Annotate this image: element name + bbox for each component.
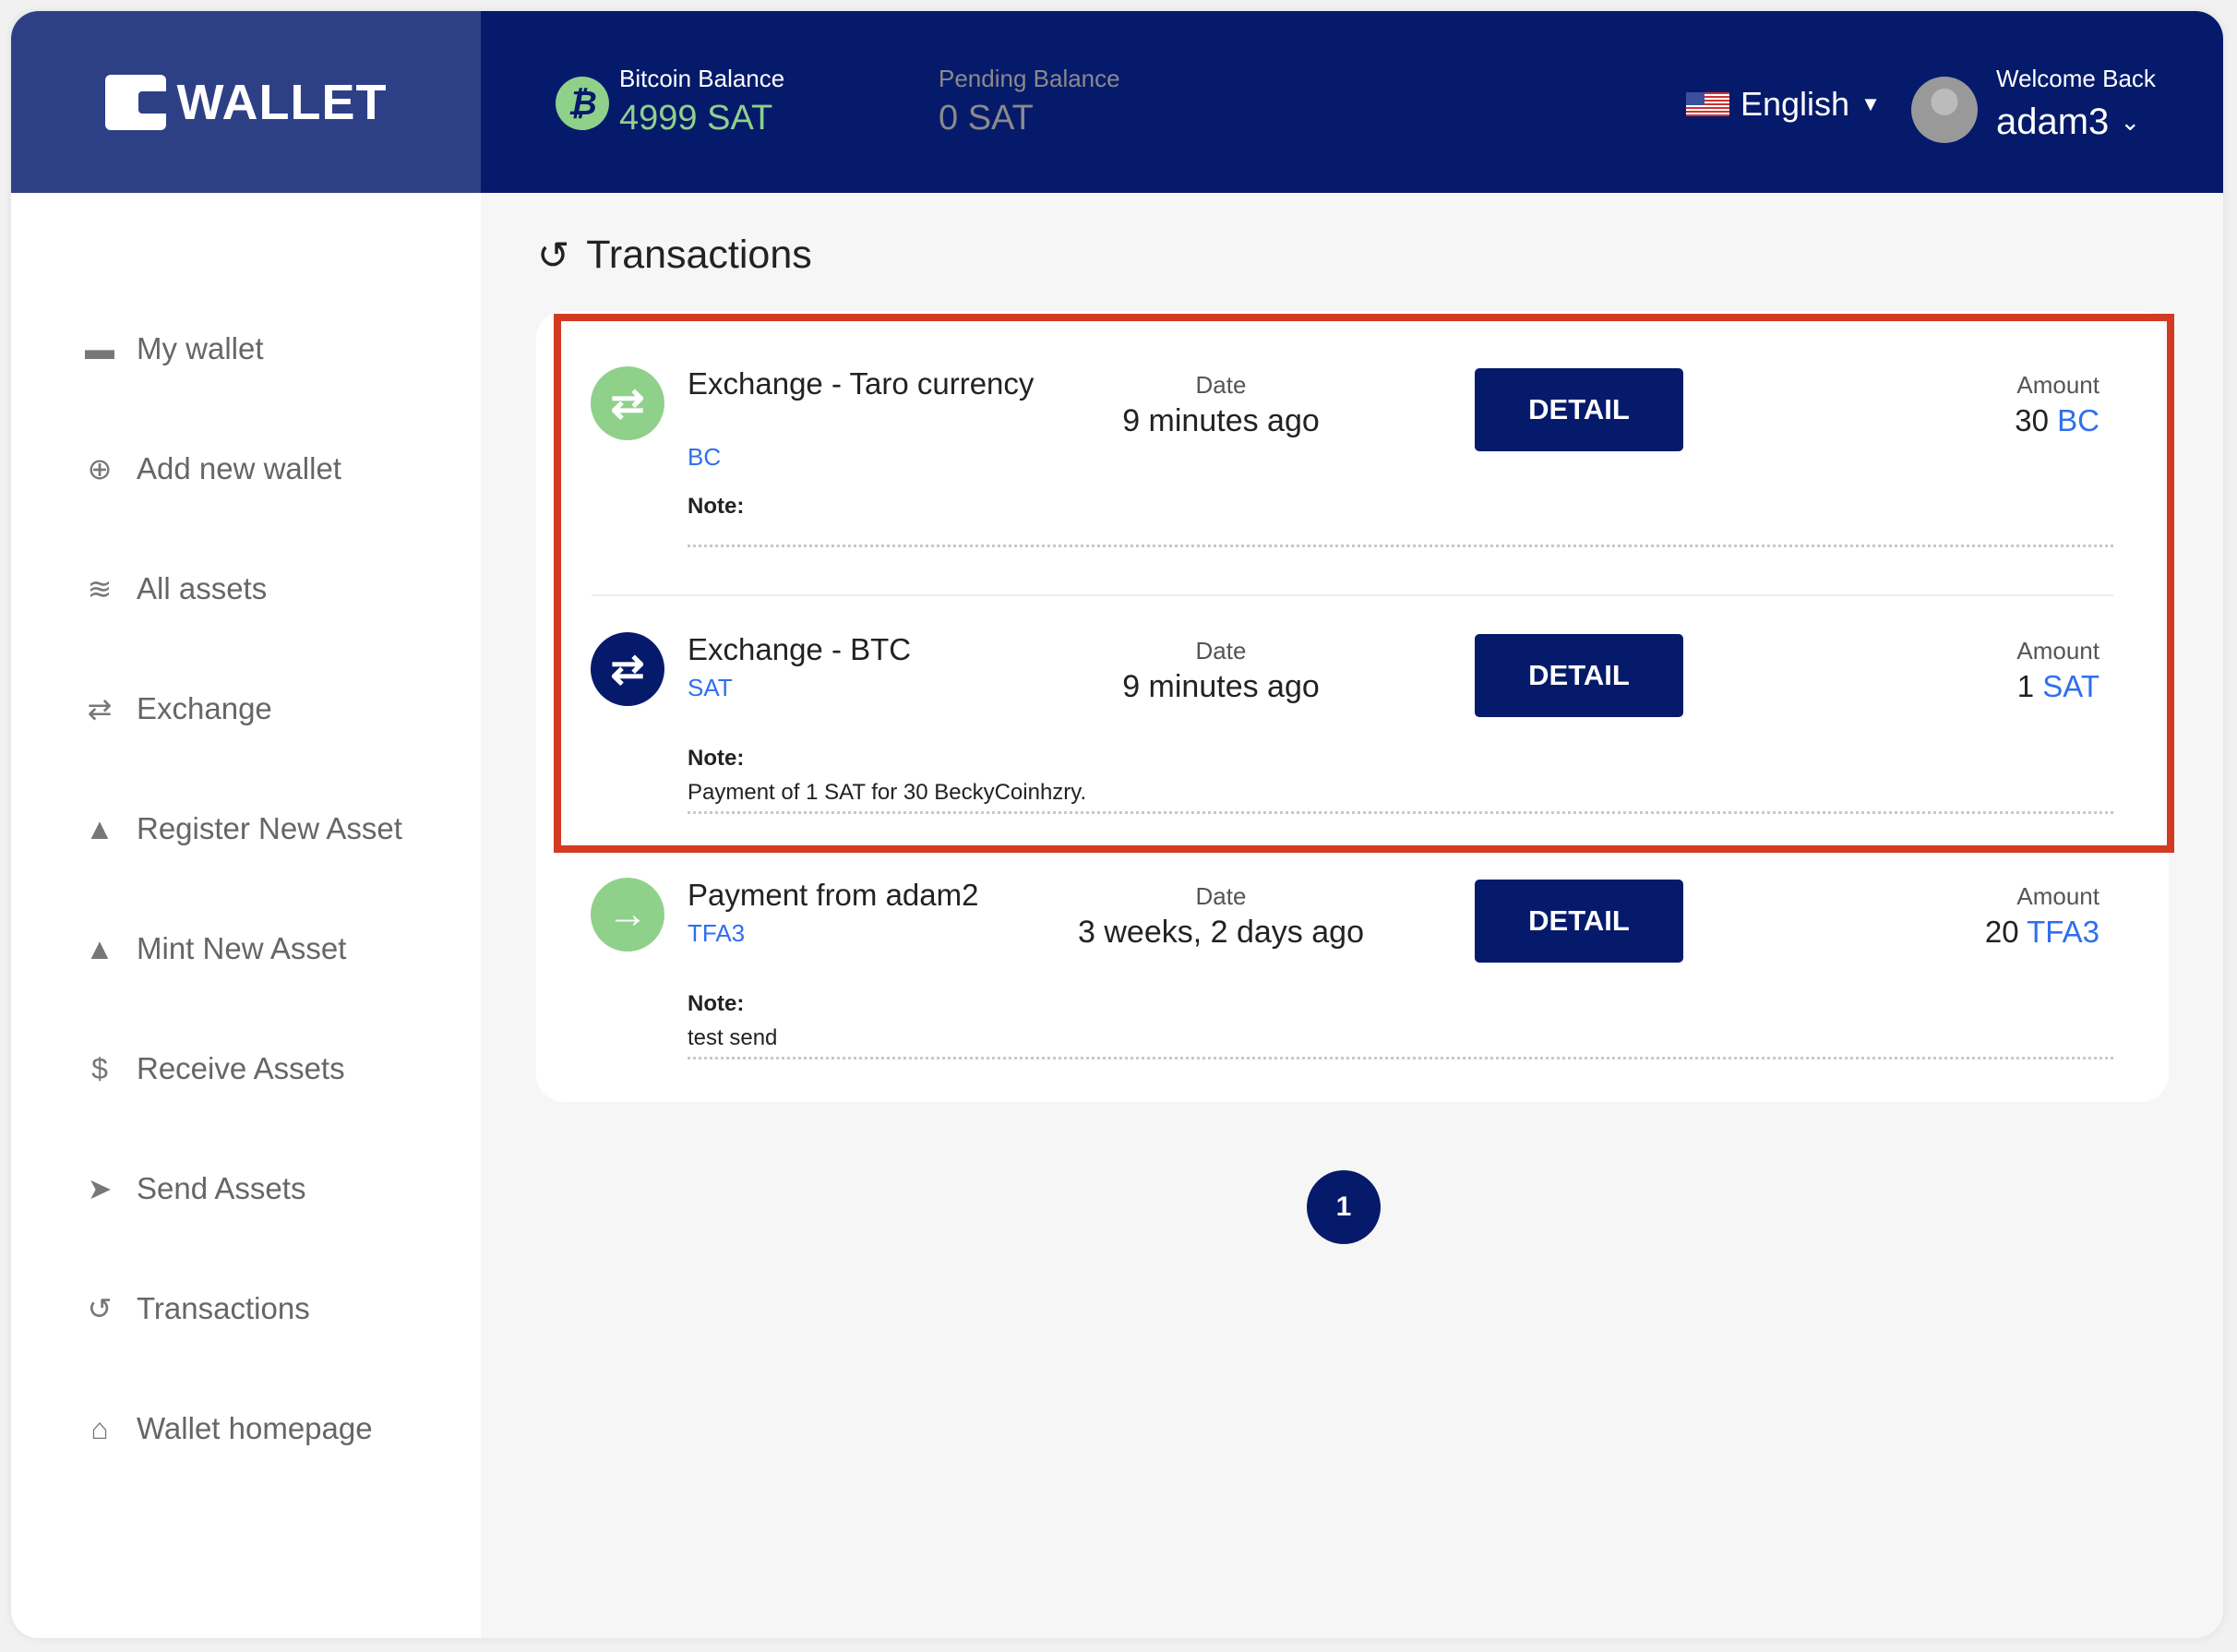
exchange-icon: ⇄ (591, 366, 664, 440)
sidebar-item-mint-new-asset[interactable]: ▲ Mint New Asset (83, 931, 346, 966)
sidebar-item-label: All assets (137, 571, 268, 605)
detail-button[interactable]: DETAIL (1475, 634, 1683, 717)
plus-circle-icon: ⊕ (87, 452, 113, 485)
chevron-down-icon: ⌄ (2120, 108, 2141, 136)
app-window: WALLET ₿ Bitcoin Balance 4999 SAT Pendin… (11, 11, 2223, 1638)
note-text: Payment of 1 SAT for 30 BeckyCoinhzry. (688, 780, 1087, 805)
language-selector[interactable]: English ▼ (1686, 85, 1881, 124)
sidebar-item-label: Mint New Asset (137, 931, 347, 965)
transaction-title: Payment from adam2 (688, 878, 979, 912)
sidebar-item-label: Register New Asset (137, 811, 402, 845)
note-label: Note: (688, 991, 745, 1016)
exchange-icon: ⇄ (87, 692, 113, 725)
bitcoin-balance-label: Bitcoin Balance (619, 65, 785, 92)
note-divider (688, 1057, 2113, 1059)
sidebar-item-label: Receive Assets (137, 1051, 345, 1085)
amount-number: 20 (1984, 915, 2019, 949)
sidebar-item-all-assets[interactable]: ≋ All assets (83, 571, 268, 606)
history-icon: ↺ (537, 233, 570, 277)
amount-label: Amount (2016, 371, 2099, 399)
amount-unit: TFA3 (2027, 915, 2099, 949)
sidebar-item-label: My wallet (137, 331, 264, 365)
amount-label: Amount (2016, 882, 2099, 910)
pending-balance-label: Pending Balance (939, 65, 1120, 92)
invoice-dollar-icon: $ (91, 1051, 108, 1085)
file-upload-icon: ▲ (85, 931, 114, 965)
transaction-asset[interactable]: SAT (688, 674, 733, 701)
user-menu[interactable]: adam3 ⌄ (1996, 102, 2140, 143)
highlight-box (554, 314, 2174, 853)
amount-unit: BC (2057, 403, 2099, 437)
sidebar-item-receive-assets[interactable]: $ Receive Assets (83, 1051, 345, 1086)
transaction-title: Exchange - Taro currency (688, 366, 1035, 401)
date-label: Date (1195, 371, 1247, 399)
transaction-title: Exchange - BTC (688, 632, 912, 666)
arrow-right-icon: → (591, 878, 664, 952)
transaction-asset[interactable]: TFA3 (688, 919, 746, 947)
transactions-card (536, 311, 2169, 1102)
caret-down-icon: ▼ (1860, 92, 1881, 115)
transaction-asset[interactable]: BC (688, 443, 722, 471)
note-divider (688, 811, 2113, 814)
sidebar-item-label: Transactions (137, 1291, 310, 1325)
paper-plane-icon: ➤ (87, 1172, 113, 1205)
sidebar-item-exchange[interactable]: ⇄ Exchange (83, 691, 272, 726)
sidebar-item-label: Wallet homepage (137, 1411, 373, 1445)
date-value: 9 minutes ago (1122, 669, 1320, 704)
file-upload-icon: ▲ (85, 811, 114, 845)
row-separator (592, 594, 2113, 596)
amount-unit: SAT (2042, 669, 2099, 703)
avatar[interactable] (1911, 77, 1978, 143)
date-value: 9 minutes ago (1122, 403, 1320, 438)
amount-number: 30 (2015, 403, 2049, 437)
wallet-icon: ▬ (85, 331, 114, 365)
note-divider (688, 545, 2113, 547)
pagination-page-1[interactable]: 1 (1307, 1170, 1381, 1244)
welcome-label: Welcome Back (1996, 65, 2156, 92)
amount-value: 1 SAT (2017, 669, 2099, 704)
page-title: ↺ Transactions (537, 233, 812, 278)
amount-label: Amount (2016, 637, 2099, 664)
language-label: English (1741, 85, 1850, 123)
sidebar-item-label: Add new wallet (137, 451, 341, 485)
bitcoin-balance-value: 4999 SAT (619, 99, 773, 138)
sidebar-item-label: Exchange (137, 691, 272, 725)
date-label: Date (1195, 637, 1247, 664)
sidebar-item-send-assets[interactable]: ➤ Send Assets (83, 1171, 306, 1206)
note-text: test send (688, 1025, 778, 1050)
history-icon: ↺ (87, 1292, 113, 1325)
note-label: Note: (688, 494, 745, 519)
bitcoin-icon: ₿ (556, 77, 609, 130)
page-title-text: Transactions (586, 233, 812, 277)
sidebar-item-add-new-wallet[interactable]: ⊕ Add new wallet (83, 451, 341, 486)
date-value: 3 weeks, 2 days ago (1078, 915, 1364, 950)
pending-balance-value: 0 SAT (939, 99, 1034, 138)
amount-value: 30 BC (2015, 403, 2099, 438)
home-icon: ⌂ (90, 1411, 109, 1445)
sidebar-item-wallet-homepage[interactable]: ⌂ Wallet homepage (83, 1411, 373, 1446)
wallet-logo-icon (104, 74, 166, 130)
sidebar-item-register-new-asset[interactable]: ▲ Register New Asset (83, 811, 402, 846)
sidebar: ▬ My wallet ⊕ Add new wallet ≋ All assets ⇄… (11, 193, 481, 1638)
coins-icon: ≋ (87, 572, 113, 605)
amount-value: 20 TFA3 (1985, 915, 2099, 950)
exchange-icon: ⇄ (591, 632, 664, 706)
username: adam3 (1996, 102, 2110, 142)
detail-button[interactable]: DETAIL (1475, 880, 1683, 963)
amount-number: 1 (2016, 669, 2035, 703)
us-flag-icon (1686, 92, 1729, 116)
detail-button[interactable]: DETAIL (1475, 368, 1683, 451)
logo[interactable]: WALLET (11, 11, 481, 193)
sidebar-item-my-wallet[interactable]: ▬ My wallet (83, 331, 264, 366)
date-label: Date (1195, 882, 1247, 910)
logo-text: WALLET (176, 74, 388, 130)
sidebar-item-transactions[interactable]: ↺ Transactions (83, 1291, 310, 1326)
note-label: Note: (688, 746, 745, 771)
sidebar-item-label: Send Assets (137, 1171, 306, 1205)
